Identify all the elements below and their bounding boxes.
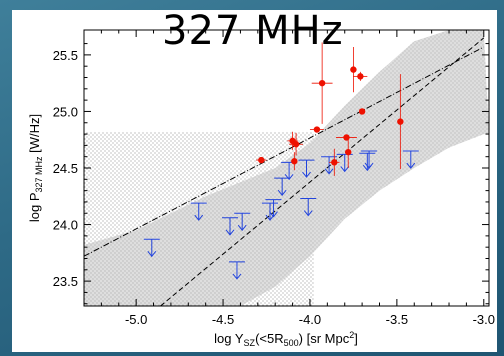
upper-limit-arrow <box>402 150 419 169</box>
upper-limit-arrow <box>234 212 251 232</box>
chart-title: 327 MHz <box>162 8 344 54</box>
upper-limit-arrow <box>274 177 291 196</box>
dashed-fit-line <box>160 37 485 306</box>
y-tick-label: 25.5 <box>53 48 78 63</box>
detection-point <box>358 108 366 115</box>
detection-point <box>256 156 267 164</box>
y-axis-label: log P327 MHz [W/Hz] <box>27 114 44 222</box>
upper-limit-arrow <box>361 150 378 169</box>
y-tick-label: 23.5 <box>53 274 78 289</box>
detection-point <box>350 46 357 93</box>
x-tick-label: -4.0 <box>299 312 321 327</box>
y-tick-label: 25.0 <box>53 104 78 119</box>
x-tick-label: -3.0 <box>473 312 495 327</box>
chart-panel: -5.0 -4.5 -4.0 -3.5 -3.0 23.5 24.0 24.5 25.0 25.5… <box>12 8 497 352</box>
detection-point <box>353 71 368 81</box>
upper-limit-arrow <box>222 217 239 236</box>
confidence-band-layer <box>84 30 489 306</box>
x-tick-label: -3.5 <box>386 312 408 327</box>
upper-limit-arrow <box>300 198 317 217</box>
upper-limit-arrow <box>190 202 207 221</box>
y-tick-label: 24.5 <box>53 161 78 176</box>
x-axis-label: log YSZ(<5R500) [sr Mpc2] <box>214 330 358 348</box>
x-tick-label: -4.5 <box>212 312 234 327</box>
detection-point <box>309 126 324 133</box>
axes-layer: -5.0 -4.5 -4.0 -3.5 -3.0 23.5 24.0 24.5 25.0 25.5 <box>53 30 495 327</box>
dash-dot-fit-line <box>84 46 485 257</box>
detection-point <box>291 152 298 171</box>
upper-limit-arrow <box>143 238 160 258</box>
confidence-band-stipple <box>84 30 489 306</box>
scatter-chart: -5.0 -4.5 -4.0 -3.5 -3.0 23.5 24.0 24.5 25.0 25.5… <box>27 29 495 348</box>
detection-point <box>397 74 404 170</box>
y-tick-label: 24.0 <box>53 218 78 233</box>
data-points-layer <box>143 42 419 280</box>
detection-point <box>289 132 304 156</box>
x-tick-label: -5.0 <box>125 312 147 327</box>
detection-point <box>345 136 352 168</box>
upper-limit-arrow <box>298 159 315 178</box>
detection-point <box>311 42 333 124</box>
upper-limit-arrow <box>228 261 245 280</box>
upper-limit-arrow <box>265 199 282 218</box>
detection-point <box>329 148 340 176</box>
fit-lines-layer <box>84 37 485 306</box>
